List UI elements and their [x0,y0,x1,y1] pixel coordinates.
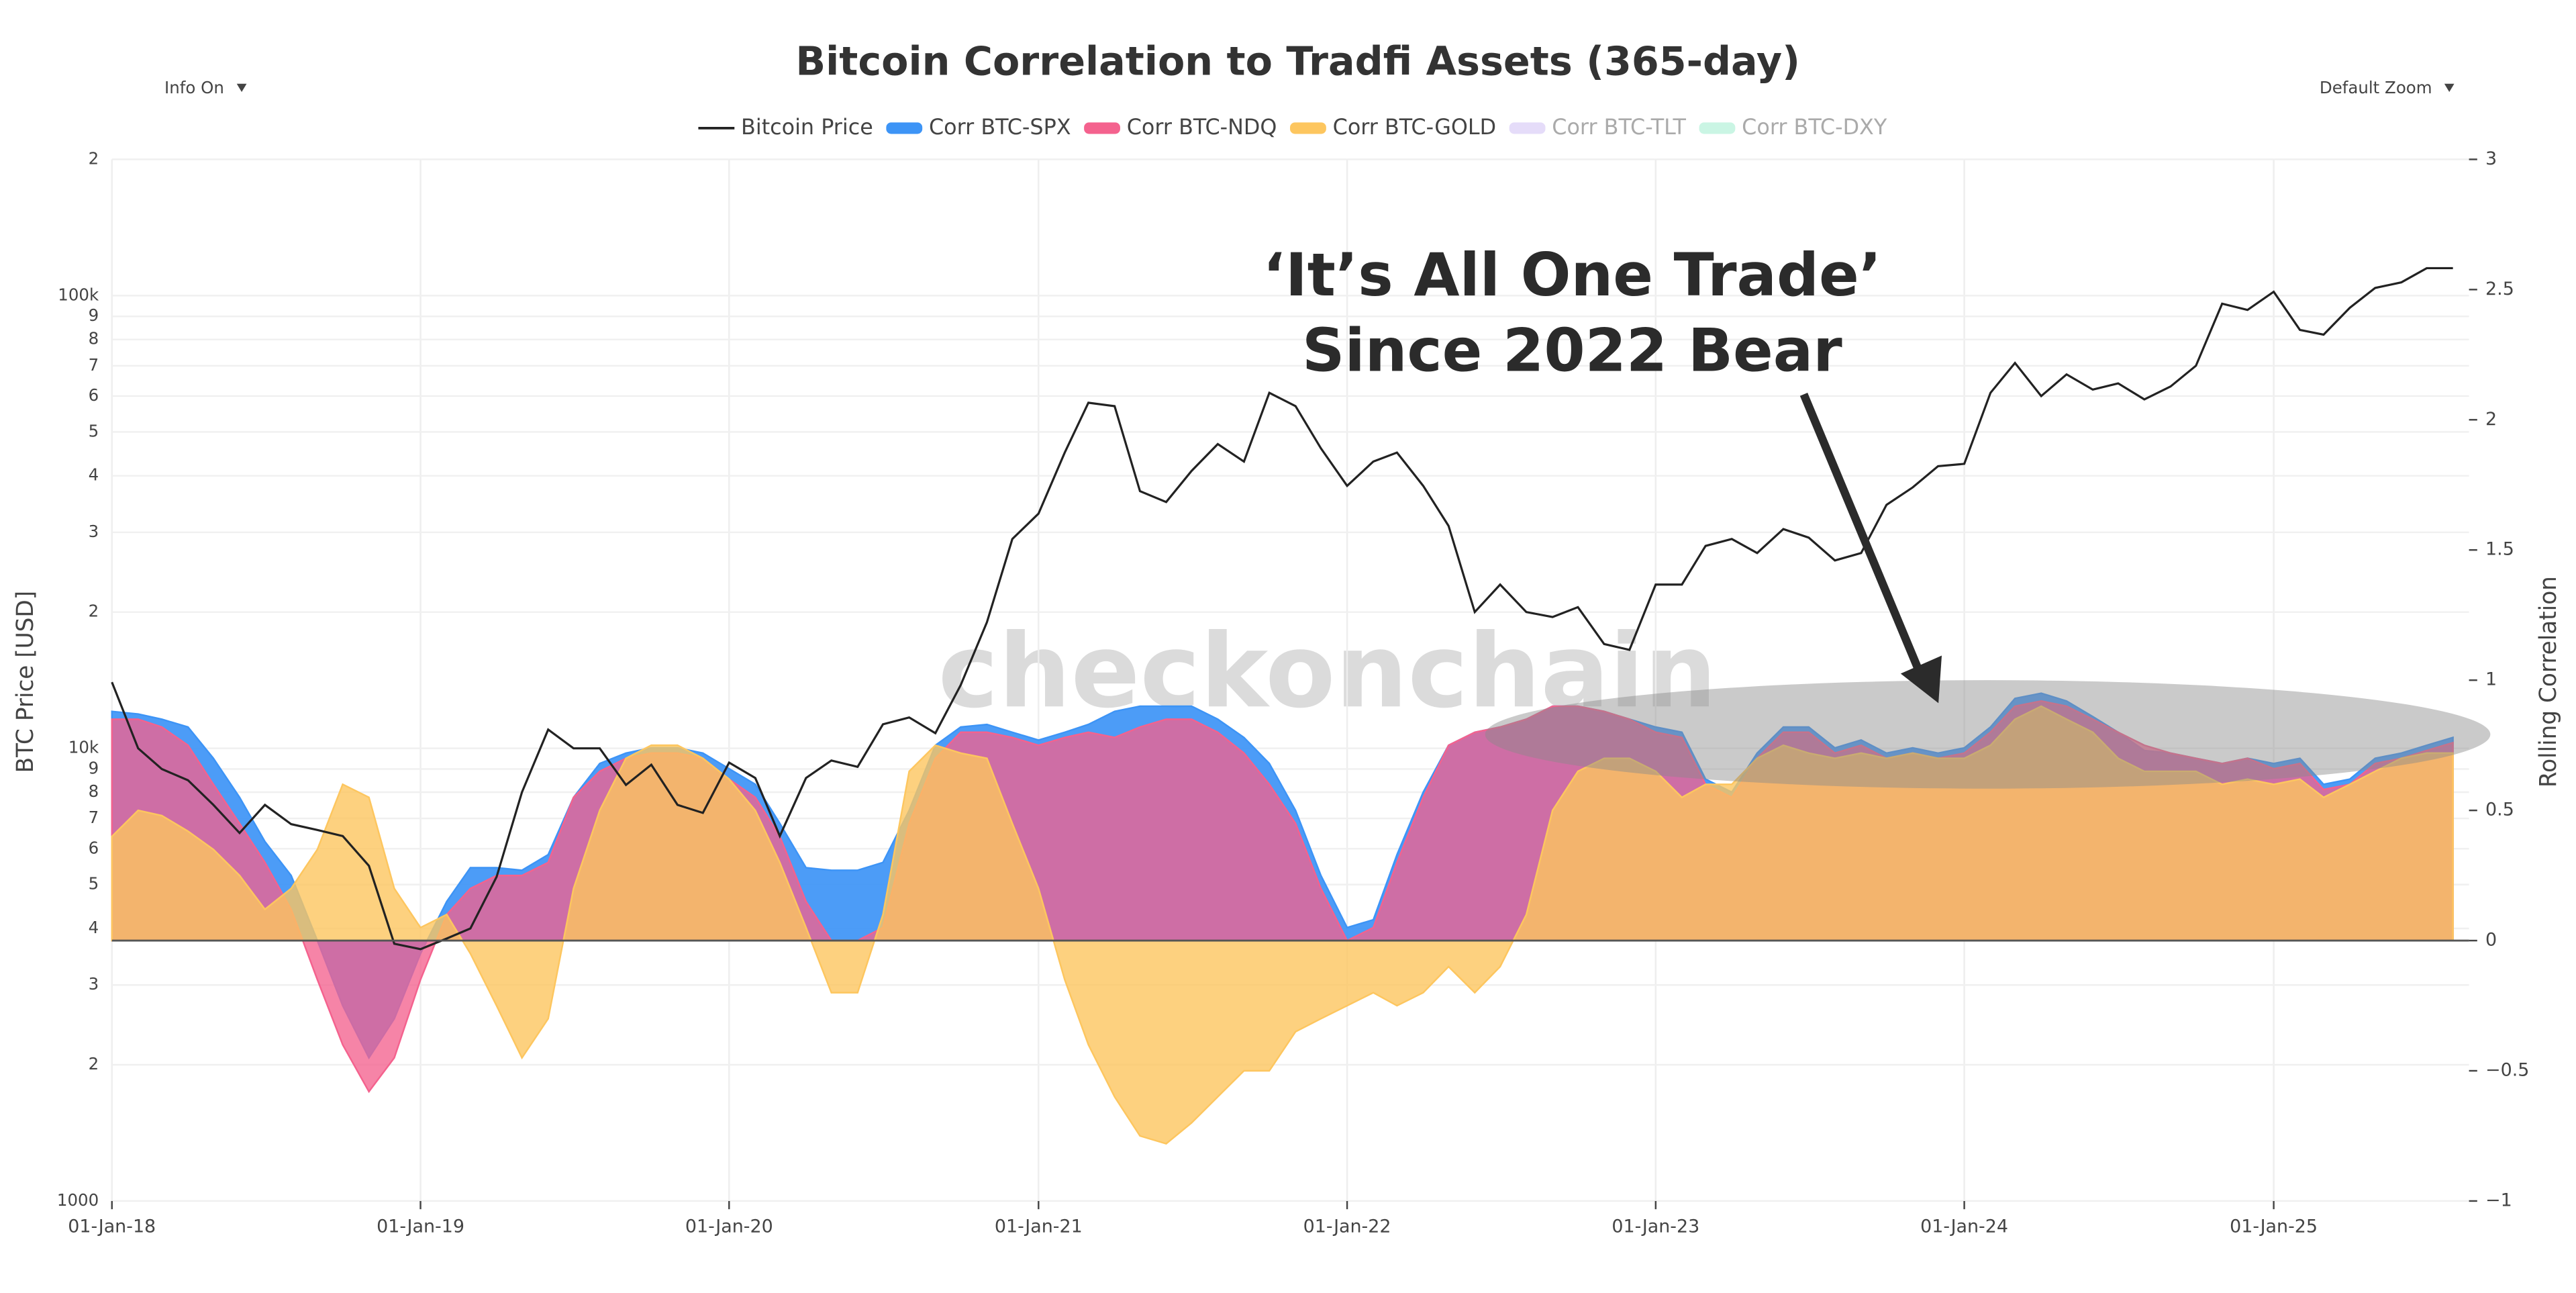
dropdown-icon [2444,83,2455,93]
x-tick-label: 01-Jan-18 [68,1216,156,1237]
legend-swatch [886,122,923,134]
legend-swatch [1699,122,1736,134]
legend-label[interactable]: Corr BTC-SPX [929,114,1071,140]
y-tick-label: 2 [89,148,99,168]
y2-tick-label: 3 [2485,148,2497,169]
x-tick-label: 01-Jan-20 [685,1216,773,1237]
y2-axis-title: Rolling Correlation [2535,576,2562,787]
y-tick-label: 3 [89,974,99,994]
y-axis-title: BTC Price [USD] [12,591,39,773]
y2-tick-label: 2.5 [2485,279,2514,299]
y-tick-label: 4 [89,918,99,937]
x-tick-label: 01-Jan-19 [377,1216,464,1237]
y2-tick-label: 2 [2485,409,2497,430]
y-tick-label: 5 [89,421,99,440]
y-tick-label: 8 [89,781,99,801]
y-tick-label: 5 [89,874,99,894]
button-label: Info On [164,78,224,97]
legend-swatch [1509,122,1546,134]
highlight-ellipse [1485,680,2491,789]
y-tick-label: 2 [89,602,99,621]
info-button[interactable]: Info On [148,72,260,105]
annotation-arrow [1799,392,1923,672]
y-tick-label: 6 [89,838,99,857]
y-tick-label: 1000 [57,1190,99,1210]
x-tick-label: 01-Jan-21 [995,1216,1083,1237]
legend-label[interactable]: Corr BTC-TLT [1552,114,1686,140]
button-label: Default Zoom [2320,78,2432,97]
areas [111,692,2454,1145]
dropdown-icon [236,83,247,93]
y-tick-label: 7 [89,808,99,827]
y2-tick-label: −1 [2485,1190,2512,1210]
legend-swatch [1084,122,1120,134]
y2-tick-label: 1 [2485,669,2497,690]
legend: Bitcoin Price Corr BTC-SPX Corr BTC-NDQ Cor… [698,114,1887,140]
y-tick-label: 2 [89,1054,99,1073]
legend-label[interactable]: Corr BTC-GOLD [1333,114,1496,140]
chart-title: Bitcoin Correlation to Tradfi Assets (36… [795,38,1800,85]
legend-label[interactable]: Corr BTC-NDQ [1127,114,1277,140]
zoom-button[interactable]: Default Zoom [2306,72,2468,105]
correlation-area [111,705,2454,1145]
y-tick-label: 4 [89,465,99,485]
y-tick-label: 7 [89,355,99,375]
y-tick-label: 100k [58,285,99,304]
price-line [111,267,2453,951]
annotation: ‘It’s All One Trade’ [1262,240,1881,309]
annotation: Since 2022 Bear [1302,316,1842,385]
arrow-head [1900,655,1942,704]
y-tick-label: 9 [89,759,99,778]
y2-tick-label: 1.5 [2485,539,2514,560]
y-tick-label: 8 [89,329,99,348]
y2-tick-label: 0.5 [2485,800,2514,820]
y-tick-label: 3 [89,522,99,541]
legend-label[interactable]: Bitcoin Price [741,114,873,140]
y-tick-label: 6 [89,385,99,405]
y-tick-label: 10k [68,738,99,757]
legend-label[interactable]: Corr BTC-DXY [1742,114,1887,140]
lines [111,267,2453,951]
x-tick-label: 01-Jan-24 [1920,1216,2008,1237]
x-tick-label: 01-Jan-22 [1303,1216,1391,1237]
y-tick-label: 9 [89,305,99,325]
x-tick-label: 01-Jan-25 [2230,1216,2318,1237]
y2-tick-label: −0.5 [2485,1060,2529,1081]
x-tick-label: 01-Jan-23 [1612,1216,1699,1237]
legend-swatch [1290,122,1326,134]
button-bg [2306,72,2468,105]
axes: 01-Jan-18 01-Jan-19 01-Jan-20 01-Jan-21 01-J… [57,148,2530,1237]
y2-tick-label: 0 [2485,930,2497,951]
